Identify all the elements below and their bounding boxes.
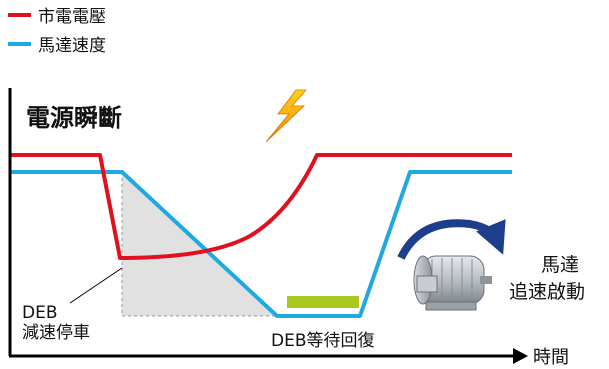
deb-wait-bar [287, 296, 359, 308]
time-axis-label: 時間 [533, 347, 569, 368]
legend-speed-label: 馬達速度 [38, 36, 106, 56]
legend: 市電電壓 馬達速度 [8, 7, 106, 56]
electric-motor-icon [413, 255, 492, 311]
legend-voltage-swatch [8, 13, 31, 17]
lightning-bolt-icon [265, 89, 307, 143]
restart-label-line1: 馬達 [541, 254, 579, 276]
deb-pointer-line [69, 267, 123, 304]
grid-voltage-line [10, 153, 512, 260]
axes [8, 88, 528, 364]
legend-voltage-label: 市電電壓 [38, 7, 106, 27]
rotation-arrow-icon [397, 219, 506, 260]
deb-label-line1: DEB [22, 303, 58, 323]
restart-label-line2: 追速啟動 [509, 281, 585, 303]
deb-label-line2: 減速停車 [22, 323, 90, 343]
x-axis-arrowhead [513, 348, 528, 364]
diagram-title: 電源瞬斷 [26, 104, 122, 132]
legend-speed-swatch [8, 42, 31, 46]
deb-wait-label: DEB等待回復 [271, 331, 375, 351]
